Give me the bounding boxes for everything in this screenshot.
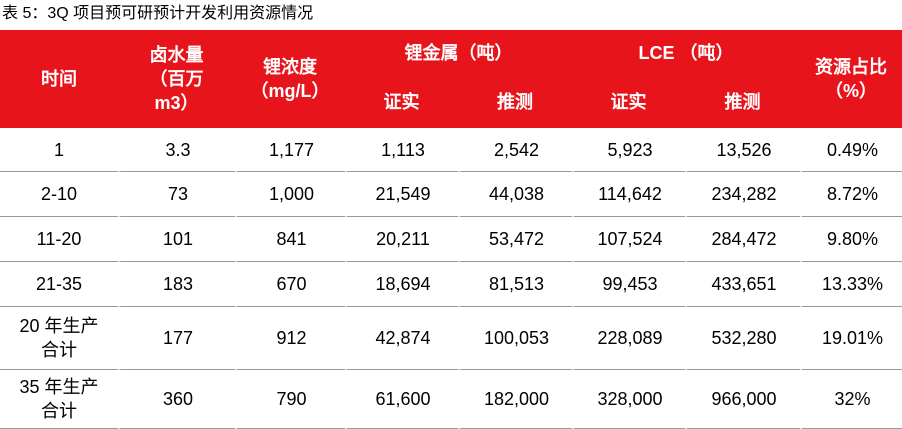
table-cell: 790 bbox=[235, 370, 345, 429]
table-body: 1 3.3 1,177 1,113 2,542 5,923 13,526 0.49% 2-10 7… bbox=[0, 128, 902, 429]
table-cell: 912 bbox=[235, 307, 345, 370]
table-cell: 1,177 bbox=[235, 128, 345, 172]
subheader-cell: 证实 bbox=[345, 76, 458, 128]
header-cell: 锂浓度 （mg/L） bbox=[235, 30, 345, 128]
table-cell: 13.33% bbox=[800, 262, 902, 307]
table-cell: 81,513 bbox=[458, 262, 572, 307]
table-cell: 100,053 bbox=[458, 307, 572, 370]
table-cell: 35 年生产 合计 bbox=[0, 370, 118, 429]
table-cell: 3.3 bbox=[118, 128, 235, 172]
table-cell: 284,472 bbox=[685, 217, 801, 262]
table-row: 2-10 73 1,000 21,549 44,038 114,642 234,282 8.7… bbox=[0, 172, 902, 217]
table-cell: 966,000 bbox=[685, 370, 801, 429]
table-cell: 1 bbox=[0, 128, 118, 172]
table-row: 11-20 101 841 20,211 53,472 107,524 284,472 9.8… bbox=[0, 217, 902, 262]
table-cell: 1,000 bbox=[235, 172, 345, 217]
table-cell: 0.49% bbox=[800, 128, 902, 172]
table-row: 1 3.3 1,177 1,113 2,542 5,923 13,526 0.49% bbox=[0, 128, 902, 172]
table-cell: 9.80% bbox=[800, 217, 902, 262]
table-cell: 670 bbox=[235, 262, 345, 307]
table-cell: 177 bbox=[118, 307, 235, 370]
table-cell: 18,694 bbox=[345, 262, 458, 307]
table-cell: 360 bbox=[118, 370, 235, 429]
table-cell: 107,524 bbox=[572, 217, 685, 262]
table-cell: 21,549 bbox=[345, 172, 458, 217]
subheader-cell: 推测 bbox=[685, 76, 801, 128]
table-cell: 1,113 bbox=[345, 128, 458, 172]
table-cell: 99,453 bbox=[572, 262, 685, 307]
table-cell: 13,526 bbox=[685, 128, 801, 172]
table-cell: 114,642 bbox=[572, 172, 685, 217]
table-cell: 32% bbox=[800, 370, 902, 429]
table-cell: 228,089 bbox=[572, 307, 685, 370]
subheader-cell: 证实 bbox=[572, 76, 685, 128]
table-cell: 42,874 bbox=[345, 307, 458, 370]
table-cell: 101 bbox=[118, 217, 235, 262]
table-cell: 8.72% bbox=[800, 172, 902, 217]
table-row: 35 年生产 合计 360 790 61,600 182,000 328,000 966,0… bbox=[0, 370, 902, 429]
header-cell: 卤水量 （百万 m3） bbox=[118, 30, 235, 128]
data-table: 时间 卤水量 （百万 m3） 锂浓度 （mg/L） 锂金属（吨） LCE （吨）… bbox=[0, 30, 902, 429]
table-row: 20 年生产 合计 177 912 42,874 100,053 228,089 532,2… bbox=[0, 307, 902, 370]
table-cell: 20,211 bbox=[345, 217, 458, 262]
table-cell: 19.01% bbox=[800, 307, 902, 370]
table-row: 21-35 183 670 18,694 81,513 99,453 433,651 13.3… bbox=[0, 262, 902, 307]
table-cell: 5,923 bbox=[572, 128, 685, 172]
table-cell: 73 bbox=[118, 172, 235, 217]
table-cell: 20 年生产 合计 bbox=[0, 307, 118, 370]
table-cell: 182,000 bbox=[458, 370, 572, 429]
table-cell: 183 bbox=[118, 262, 235, 307]
table-cell: 53,472 bbox=[458, 217, 572, 262]
table-cell: 21-35 bbox=[0, 262, 118, 307]
table-cell: 234,282 bbox=[685, 172, 801, 217]
table-cell: 11-20 bbox=[0, 217, 118, 262]
header-cell: LCE （吨） bbox=[572, 30, 801, 76]
header-cell: 锂金属（吨） bbox=[345, 30, 572, 76]
header-cell: 时间 bbox=[0, 30, 118, 128]
table-cell: 44,038 bbox=[458, 172, 572, 217]
table-cell: 532,280 bbox=[685, 307, 801, 370]
table-cell: 2,542 bbox=[458, 128, 572, 172]
table-cell: 328,000 bbox=[572, 370, 685, 429]
table-title: 表 5：3Q 项目预可研预计开发利用资源情况 bbox=[2, 5, 314, 22]
subheader-cell: 推测 bbox=[458, 76, 572, 128]
table-cell: 61,600 bbox=[345, 370, 458, 429]
header-cell: 资源占比 （%） bbox=[800, 30, 902, 128]
table-cell: 841 bbox=[235, 217, 345, 262]
table-cell: 2-10 bbox=[0, 172, 118, 217]
table-cell: 433,651 bbox=[685, 262, 801, 307]
